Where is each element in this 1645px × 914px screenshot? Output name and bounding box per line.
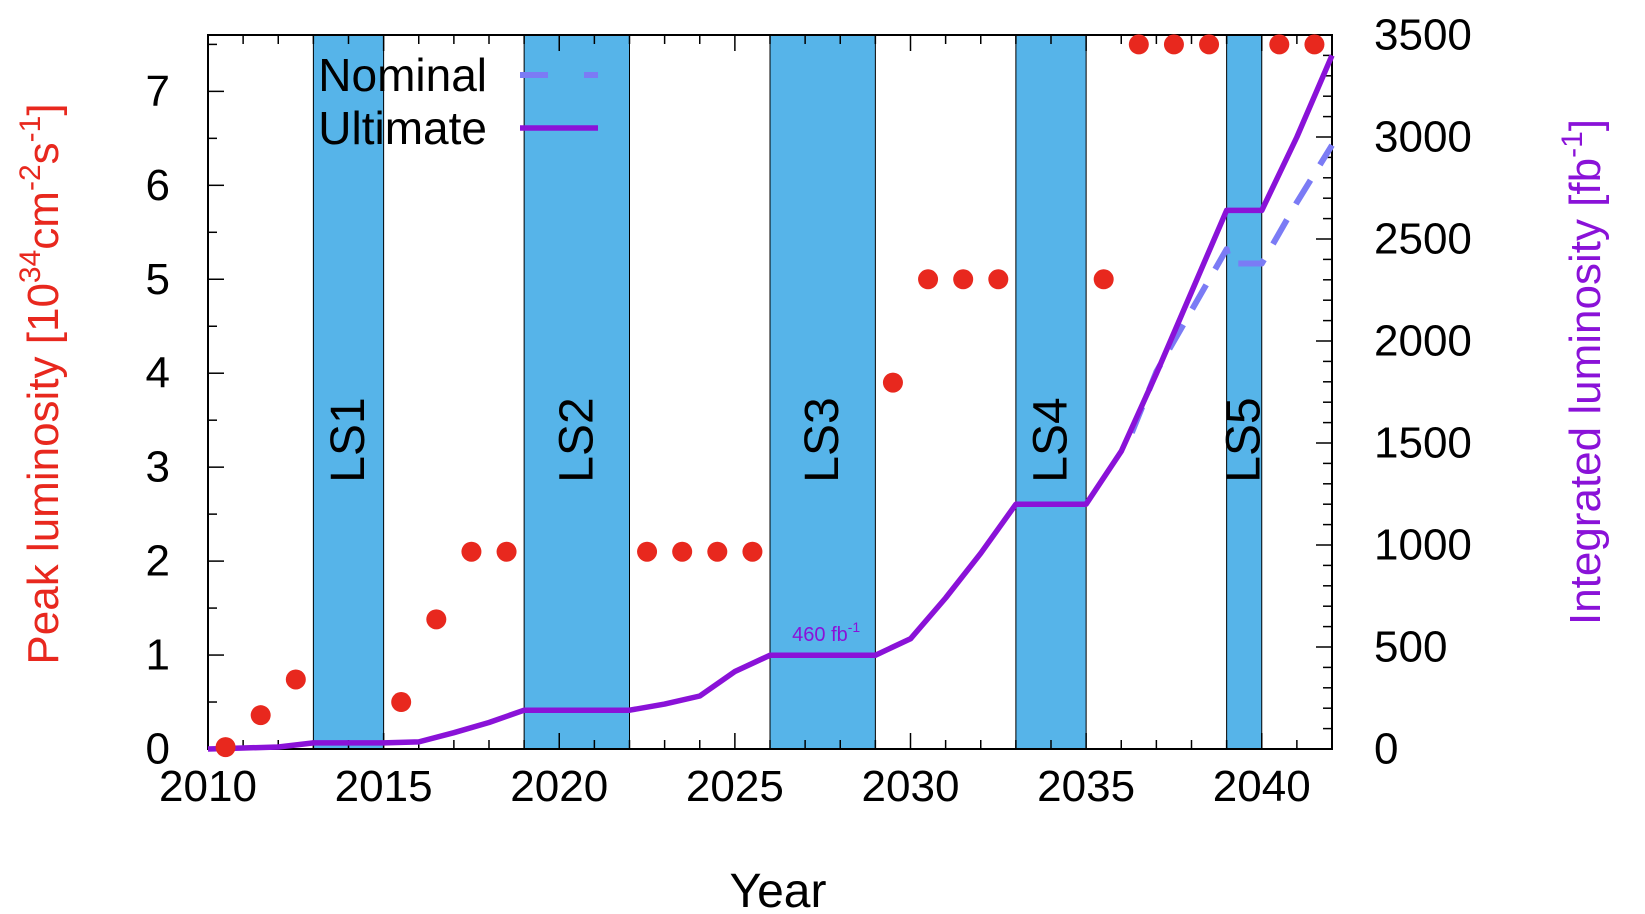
x-tick-label: 2030 <box>862 762 960 811</box>
y-right-axis-label: Integrated luminosity [fb-1] <box>1556 119 1610 625</box>
y-left-tick-label: 7 <box>146 67 170 116</box>
peak-point <box>496 541 517 562</box>
shutdown-band <box>1226 34 1263 750</box>
peak-point <box>953 269 974 290</box>
peak-point <box>250 705 271 726</box>
shutdown-band <box>769 34 876 750</box>
shutdown-band <box>312 34 385 750</box>
peak-point <box>1199 34 1220 55</box>
y-right-tick-label: 2000 <box>1374 317 1472 366</box>
y-right-tick-label: 3000 <box>1374 113 1472 162</box>
peak-point <box>1269 34 1290 55</box>
peak-points <box>215 34 1325 758</box>
y-left-tick-label: 1 <box>146 631 170 680</box>
peak-point <box>637 541 658 562</box>
x-tick-label: 2010 <box>159 762 257 811</box>
y-right-tick-label: 3500 <box>1374 11 1472 60</box>
y-left-tick-label: 3 <box>146 443 170 492</box>
peak-point <box>426 609 447 630</box>
x-tick-label: 2020 <box>510 762 608 811</box>
y-left-tick-label: 5 <box>146 255 170 304</box>
axis-labels: Year Peak luminosity [1034cm-2s-1] Integra… <box>14 103 1610 914</box>
peak-point <box>215 737 236 758</box>
peak-point <box>1163 34 1184 55</box>
y-right-tick-label: 2500 <box>1374 215 1472 264</box>
peak-point <box>1128 34 1149 55</box>
peak-point <box>285 669 306 690</box>
y-right-tick-label: 1500 <box>1374 419 1472 468</box>
shutdown-label: LS5 <box>1218 397 1271 482</box>
legend-label-ultimate: Ultimate <box>318 102 487 154</box>
peak-point <box>918 269 939 290</box>
x-tick-label: 2015 <box>335 762 433 811</box>
y-right-tick-label: 500 <box>1374 623 1447 672</box>
y-left-axis-label: Peak luminosity [1034cm-2s-1] <box>14 103 68 664</box>
peak-point <box>988 269 1009 290</box>
peak-point <box>882 372 903 393</box>
x-tick-label: 2025 <box>686 762 784 811</box>
shutdown-label: LS1 <box>322 397 375 482</box>
legend-label-nominal: Nominal <box>318 49 487 101</box>
annotation-label: 460 fb-1 <box>792 619 860 646</box>
series-lines: 460 fb-1 <box>207 54 1335 752</box>
shutdown-band <box>1015 34 1087 750</box>
ultimate-series-line <box>207 54 1335 752</box>
shutdown-band <box>523 34 630 750</box>
peak-point <box>707 541 728 562</box>
y-left-tick-label: 2 <box>146 537 170 586</box>
y-right-tick-label: 0 <box>1374 725 1398 774</box>
shutdown-label: LS2 <box>550 397 603 482</box>
x-axis-label: Year <box>730 865 827 914</box>
peak-point <box>461 541 482 562</box>
y-left-tick-label: 0 <box>146 725 170 774</box>
peak-point <box>742 541 763 562</box>
x-tick-label: 2040 <box>1213 762 1311 811</box>
shutdown-label: LS3 <box>796 397 849 482</box>
peak-point <box>1304 34 1325 55</box>
shutdown-label: LS4 <box>1025 397 1078 482</box>
y-right-tick-label: 1000 <box>1374 521 1472 570</box>
x-tick-label: 2035 <box>1037 762 1135 811</box>
peak-point <box>1093 269 1114 290</box>
peak-point <box>391 692 412 713</box>
axis-ticks: 2010 2015 2020 2025 2030 2035 2040 0 1 2 3 4 5 6 7 0 500… <box>146 11 1472 812</box>
shutdown-bands: LS1 LS2 LS3 LS4 LS5 <box>312 34 1271 750</box>
peak-point <box>672 541 693 562</box>
y-left-tick-label: 6 <box>146 161 170 210</box>
y-left-tick-label: 4 <box>146 349 170 398</box>
